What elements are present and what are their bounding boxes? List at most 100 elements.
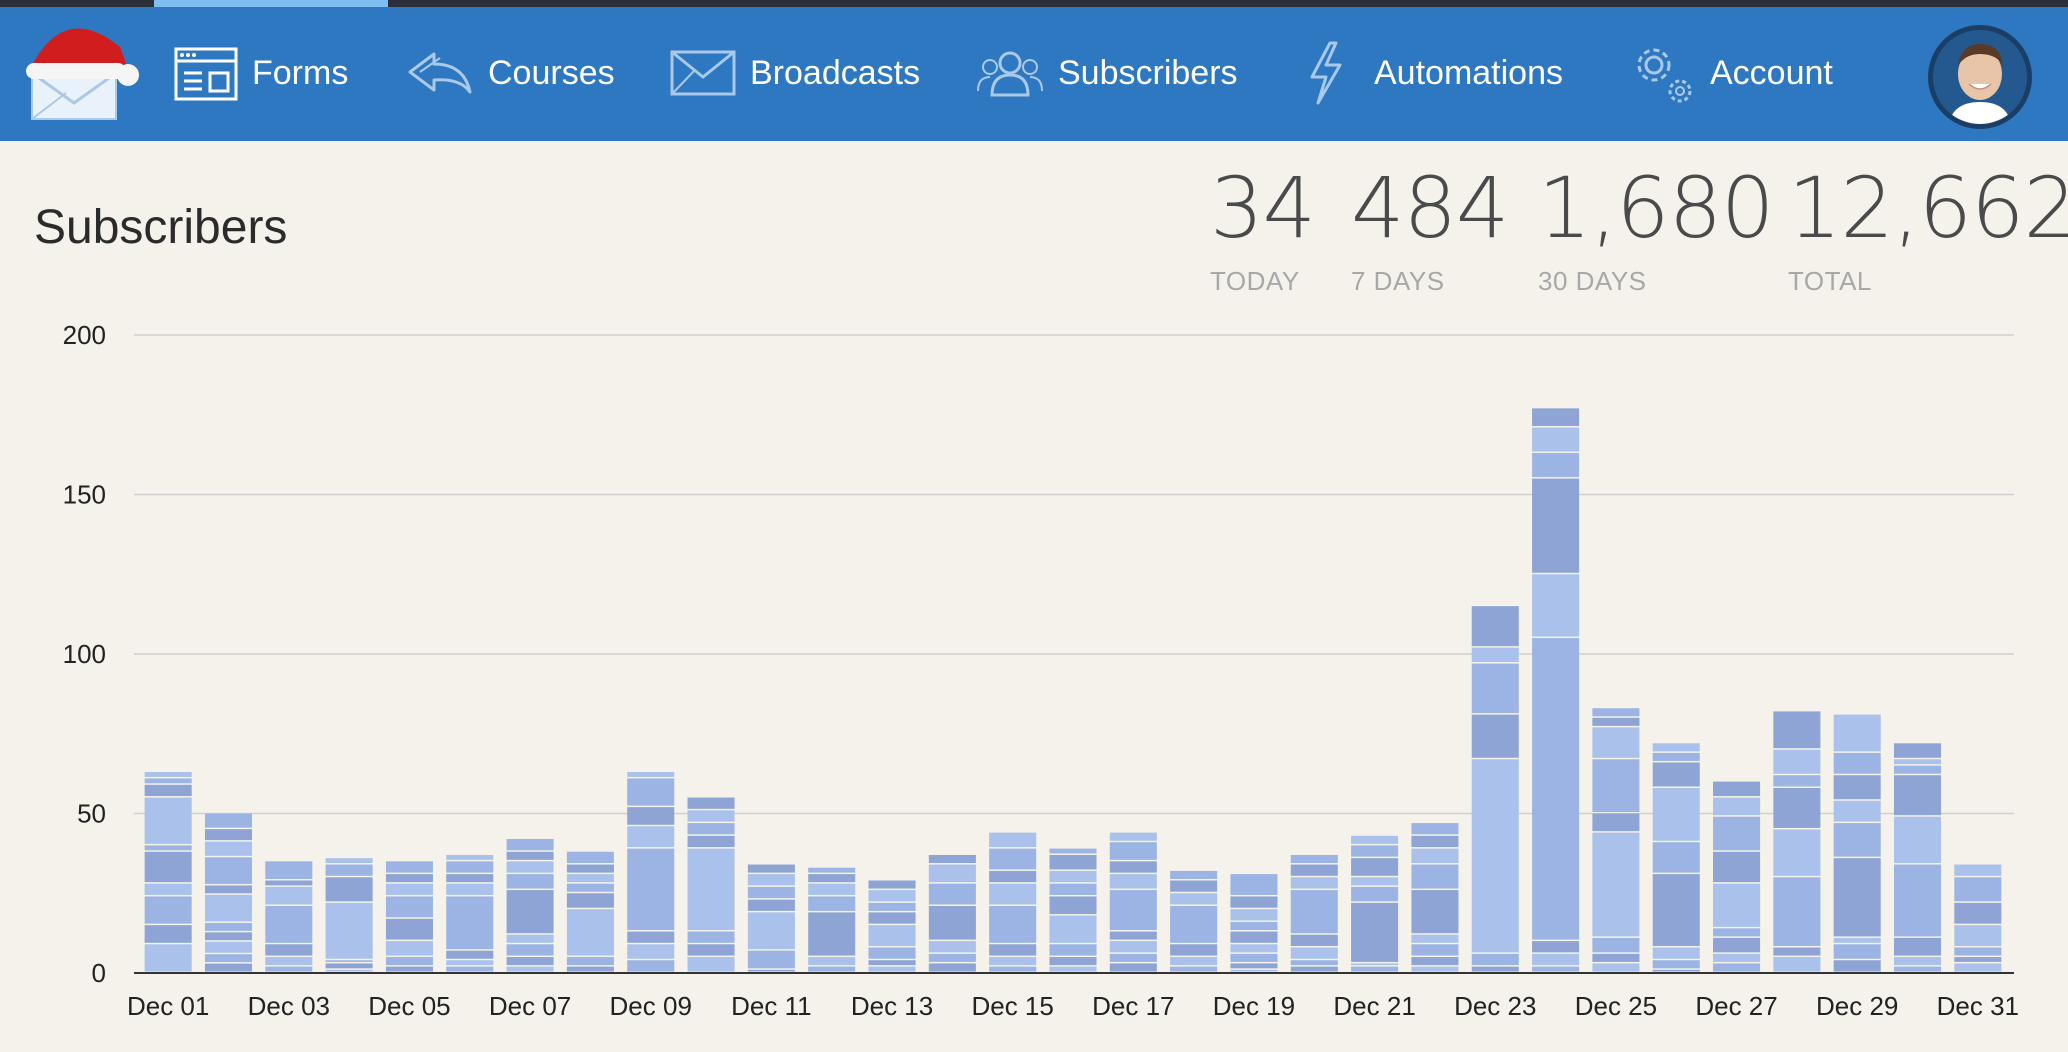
bar-segment[interactable] bbox=[204, 932, 253, 941]
bar-segment[interactable] bbox=[265, 886, 313, 905]
bar-segment[interactable] bbox=[204, 813, 253, 828]
bar-segment[interactable] bbox=[1954, 864, 2002, 876]
bar-segment[interactable] bbox=[747, 899, 795, 911]
bar-segment[interactable] bbox=[1592, 937, 1640, 953]
bar-segment[interactable] bbox=[1351, 835, 1399, 844]
bar-segment[interactable] bbox=[1290, 877, 1338, 889]
bar-segment[interactable] bbox=[1351, 877, 1399, 886]
bar-segment[interactable] bbox=[989, 870, 1037, 883]
bar-segment[interactable] bbox=[747, 874, 795, 886]
bar-segment[interactable] bbox=[1532, 408, 1580, 427]
bar-segment[interactable] bbox=[989, 832, 1037, 848]
bar-segment[interactable] bbox=[627, 960, 675, 972]
bar-segment[interactable] bbox=[204, 954, 253, 963]
bar-segment[interactable] bbox=[566, 909, 614, 956]
bar-segment[interactable] bbox=[1592, 963, 1640, 972]
bar-segment[interactable] bbox=[989, 848, 1037, 870]
bar-segment[interactable] bbox=[989, 944, 1037, 956]
bar-segment[interactable] bbox=[265, 966, 313, 972]
bar-segment[interactable] bbox=[1713, 781, 1761, 797]
bar-segment[interactable] bbox=[1411, 864, 1459, 889]
bar-segment[interactable] bbox=[385, 957, 433, 966]
bar-segment[interactable] bbox=[1290, 854, 1338, 864]
nav-forms[interactable]: Forms bbox=[174, 43, 348, 103]
bar-segment[interactable] bbox=[446, 883, 494, 895]
bar-segment[interactable] bbox=[687, 931, 735, 943]
bar-segment[interactable] bbox=[1109, 931, 1157, 940]
bar-segment[interactable] bbox=[1532, 638, 1580, 940]
bar-segment[interactable] bbox=[1773, 749, 1821, 774]
bar-segment[interactable] bbox=[1411, 966, 1459, 972]
bar-segment[interactable] bbox=[204, 841, 253, 856]
bar-segment[interactable] bbox=[1049, 870, 1097, 883]
bar-segment[interactable] bbox=[1290, 890, 1338, 934]
bar-segment[interactable] bbox=[204, 885, 253, 894]
bar-segment[interactable] bbox=[1351, 845, 1399, 857]
bar-segment[interactable] bbox=[1532, 966, 1580, 972]
bar-segment[interactable] bbox=[1170, 906, 1218, 943]
bar-segment[interactable] bbox=[928, 883, 976, 905]
bar-segment[interactable] bbox=[144, 925, 192, 943]
bar-segment[interactable] bbox=[928, 953, 976, 962]
bar-segment[interactable] bbox=[1954, 957, 2002, 962]
bar-segment[interactable] bbox=[1351, 966, 1399, 972]
bar-segment[interactable] bbox=[928, 864, 976, 883]
bar-segment[interactable] bbox=[385, 861, 433, 873]
bar-segment[interactable] bbox=[868, 890, 916, 902]
bar-segment[interactable] bbox=[1773, 711, 1821, 749]
bar-segment[interactable] bbox=[808, 896, 856, 911]
bar-segment[interactable] bbox=[747, 886, 795, 899]
bar-segment[interactable] bbox=[1893, 957, 1942, 966]
bar-segment[interactable] bbox=[204, 941, 253, 953]
bar-segment[interactable] bbox=[1713, 883, 1761, 927]
bar-segment[interactable] bbox=[1049, 966, 1097, 972]
bar-segment[interactable] bbox=[747, 950, 795, 969]
bar-segment[interactable] bbox=[1109, 861, 1157, 873]
bar-segment[interactable] bbox=[808, 966, 856, 972]
bar-segment[interactable] bbox=[1893, 966, 1942, 972]
bar-segment[interactable] bbox=[1893, 765, 1942, 774]
bar-segment[interactable] bbox=[144, 797, 192, 844]
bar-segment[interactable] bbox=[1592, 759, 1640, 812]
bar-segment[interactable] bbox=[1893, 743, 1942, 758]
bar-segment[interactable] bbox=[1532, 953, 1580, 966]
bar-segment[interactable] bbox=[1713, 797, 1761, 816]
bar-segment[interactable] bbox=[446, 966, 494, 972]
bar-segment[interactable] bbox=[1592, 727, 1640, 758]
bar-segment[interactable] bbox=[1833, 775, 1881, 800]
bar-segment[interactable] bbox=[1109, 832, 1157, 841]
bar-segment[interactable] bbox=[1049, 854, 1097, 870]
bar-segment[interactable] bbox=[687, 835, 735, 848]
bar-segment[interactable] bbox=[1109, 963, 1157, 972]
bar-segment[interactable] bbox=[808, 867, 856, 873]
bar-segment[interactable] bbox=[566, 874, 614, 883]
bar-segment[interactable] bbox=[1230, 874, 1278, 895]
bar-segment[interactable] bbox=[566, 851, 614, 864]
bar-segment[interactable] bbox=[385, 918, 433, 940]
bar-segment[interactable] bbox=[506, 944, 554, 956]
bar-segment[interactable] bbox=[144, 845, 192, 851]
bar-segment[interactable] bbox=[1713, 928, 1761, 937]
bar-segment[interactable] bbox=[446, 854, 494, 860]
bar-segment[interactable] bbox=[1170, 944, 1218, 956]
bar-segment[interactable] bbox=[1893, 937, 1942, 956]
bar-segment[interactable] bbox=[1170, 880, 1218, 892]
bar-segment[interactable] bbox=[144, 896, 192, 924]
bar-segment[interactable] bbox=[868, 947, 916, 959]
bar-segment[interactable] bbox=[1170, 870, 1218, 879]
bar-segment[interactable] bbox=[747, 969, 795, 972]
bar-segment[interactable] bbox=[928, 906, 976, 940]
bar-segment[interactable] bbox=[627, 848, 675, 931]
bar-segment[interactable] bbox=[1532, 941, 1580, 953]
bar-segment[interactable] bbox=[1893, 816, 1942, 864]
bar-segment[interactable] bbox=[204, 857, 253, 884]
bar-segment[interactable] bbox=[1411, 957, 1459, 966]
bar-segment[interactable] bbox=[1411, 944, 1459, 956]
bar-segment[interactable] bbox=[1773, 877, 1821, 946]
bar-segment[interactable] bbox=[1893, 759, 1942, 765]
bar-segment[interactable] bbox=[265, 944, 313, 956]
bar-segment[interactable] bbox=[1954, 947, 2002, 956]
bar-segment[interactable] bbox=[1049, 944, 1097, 956]
nav-subscribers[interactable]: Subscribers bbox=[976, 43, 1238, 103]
bar-segment[interactable] bbox=[1713, 963, 1761, 972]
